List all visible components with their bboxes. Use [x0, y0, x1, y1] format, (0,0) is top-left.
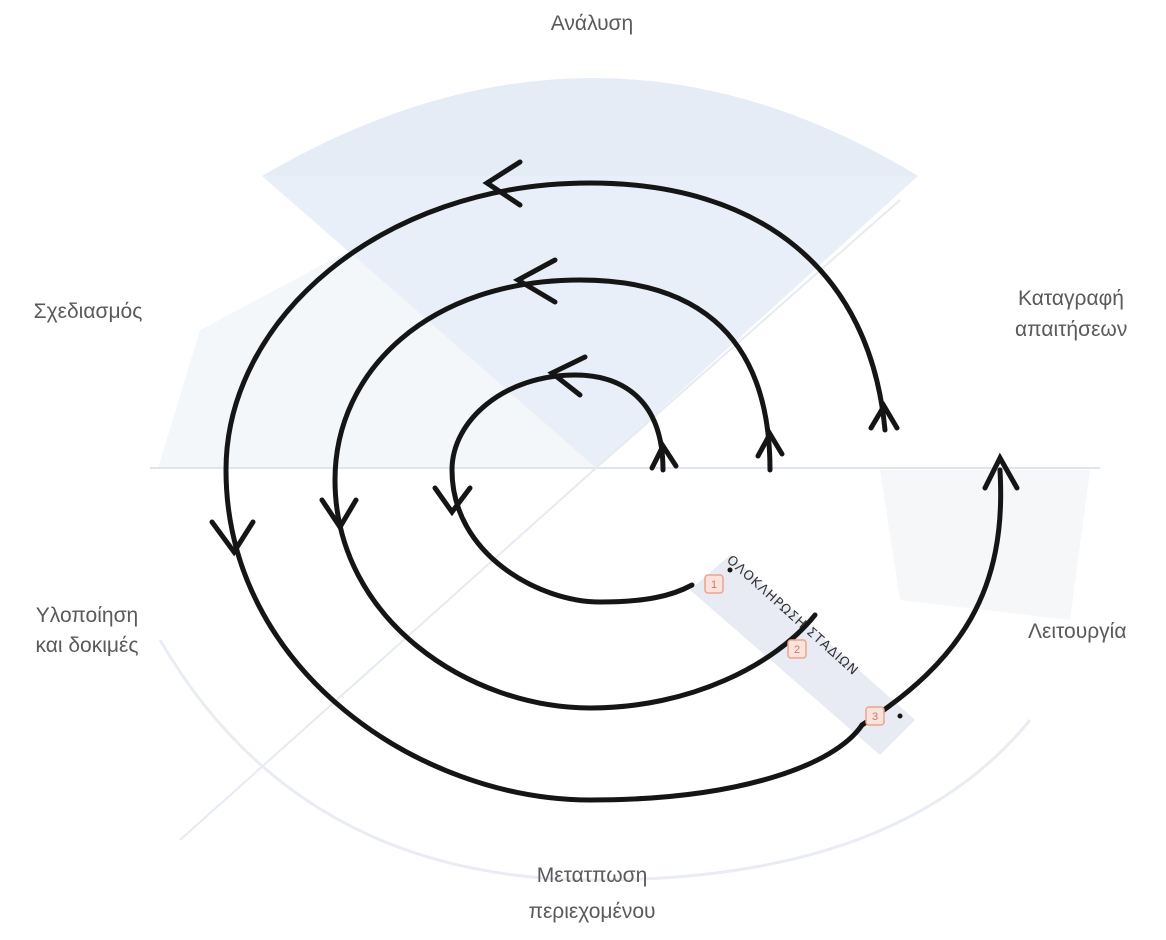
arrowhead-outer-top	[482, 159, 523, 208]
phase-label-requirements-line2: απαιτήσεων	[1015, 318, 1127, 341]
sector-guides	[150, 78, 1100, 882]
phase-label-implementation-line2: και δοκιμές	[35, 634, 138, 657]
stage-marker-2-number: 2	[794, 644, 800, 656]
arrowhead-middle-right	[755, 428, 785, 459]
stage-marker-3-dot	[897, 713, 903, 719]
design-sector-shading	[158, 250, 596, 468]
stage-marker-2	[787, 639, 807, 659]
phase-labels: Ανάλυση Καταγραφή απαιτήσεων Λειτουργία …	[34, 12, 1128, 923]
phase-label-requirements-line1: Καταγραφή	[1018, 287, 1124, 310]
arrowhead-inner-left	[432, 485, 473, 517]
stage-marker-3	[865, 706, 885, 726]
stage-marker-1	[704, 574, 724, 594]
phase-label-design: Σχεδιασμός	[34, 300, 143, 323]
arrowhead-middle-left	[319, 497, 359, 532]
analysis-wedge-shading	[262, 176, 918, 468]
arrowhead-inner-right	[649, 440, 679, 471]
spiral	[209, 159, 1020, 803]
phase-label-operation: Λειτουργία	[1028, 620, 1126, 643]
requirements-sector-shading	[880, 470, 1090, 620]
spiral-middle-loop	[332, 277, 818, 711]
diagonal-guide-line-2	[595, 199, 901, 469]
completion-markers: 1 2 3	[704, 567, 903, 726]
stage-marker-1-number: 1	[711, 579, 717, 591]
arrowhead-exit	[982, 452, 1020, 491]
outer-guide-arc	[158, 639, 1032, 882]
diagonal-guide-line	[179, 467, 597, 841]
phase-label-content-line1: Μετατπωση	[537, 864, 648, 887]
arrowhead-outer-left	[209, 519, 256, 557]
phase-label-content-line2: περιεχομένου	[528, 900, 655, 923]
spiral-exit-segment	[859, 467, 1004, 728]
stage-marker-1-dot	[727, 567, 733, 573]
analysis-sector-shading	[262, 78, 918, 176]
stage-marker-3-number: 3	[872, 711, 878, 723]
arrowhead-middle-top	[512, 257, 558, 305]
spiral-inner-loop	[449, 372, 695, 605]
arrowhead-outer-right	[868, 401, 900, 431]
spiral-outer-loop	[223, 180, 888, 803]
arrowhead-inner-top	[547, 354, 588, 398]
phase-label-implementation-line1: Υλοποίηση	[36, 604, 138, 627]
phase-label-analysis: Ανάλυση	[551, 12, 633, 35]
